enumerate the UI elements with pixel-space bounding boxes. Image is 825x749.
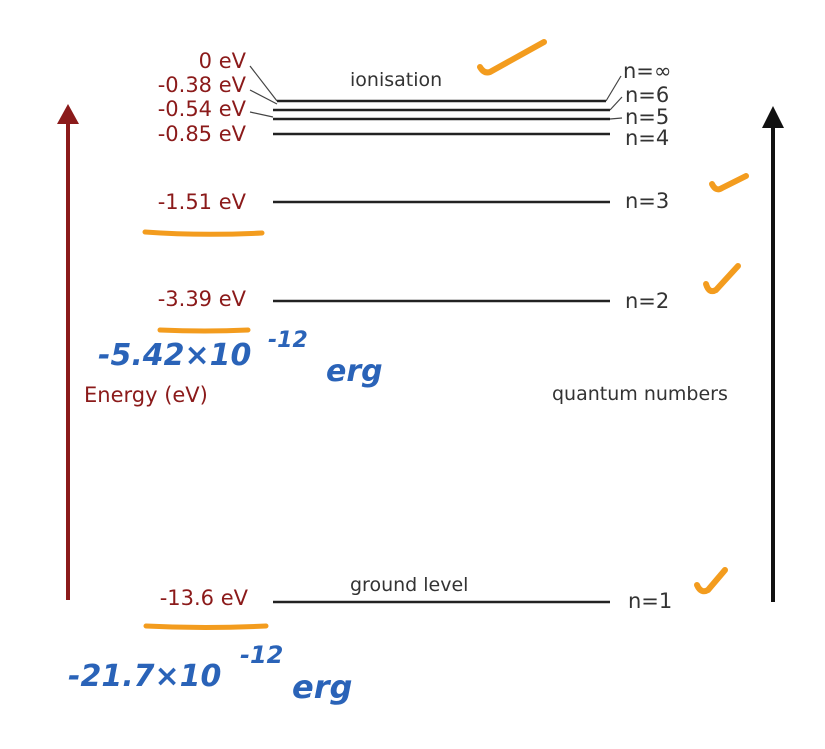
leader-right-ninf [605, 75, 622, 102]
underline-339 [157, 327, 251, 334]
leader-right-n6 [609, 96, 623, 111]
leader-left-0ev [249, 65, 278, 102]
n-label-1: n=1 [628, 589, 672, 613]
energy-label-038: -0.38 eV [158, 73, 247, 97]
ground-level-label: ground level [350, 574, 468, 596]
energy-labels: 0 eV -0.38 eV -0.54 eV -0.85 eV -1.51 eV… [158, 49, 249, 610]
handwriting-n2-erg: -5.42×10 -12 erg [98, 328, 383, 389]
n-label-6: n=6 [625, 83, 669, 107]
energy-label-136: -13.6 eV [160, 586, 249, 610]
n-label-5: n=5 [625, 105, 669, 129]
underline-151 [142, 229, 265, 237]
energy-axis-label: Energy (eV) [84, 383, 208, 407]
quantum-axis-arrow [762, 106, 784, 602]
check-mark-icon-n3 [709, 173, 749, 193]
leader-left-054ev [249, 111, 274, 118]
orange-underlines [142, 229, 269, 630]
n-label-4: n=4 [625, 126, 669, 150]
energy-label-151: -1.51 eV [158, 190, 247, 214]
energy-label-085: -0.85 eV [158, 122, 247, 146]
leader-right-n5 [609, 117, 623, 120]
leader-left-038ev [249, 89, 278, 105]
handwriting-n2-exponent: -12 [268, 328, 308, 353]
handwriting-n1-erg: -21.7×10 -12 erg [68, 641, 352, 706]
quantum-axis-label: quantum numbers [552, 383, 728, 405]
handwriting-n2-unit: erg [326, 354, 383, 389]
energy-label-054: -0.54 eV [158, 97, 247, 121]
orange-check-marks [477, 39, 749, 595]
energy-axis-arrow [57, 104, 79, 600]
underline-136 [143, 623, 269, 630]
check-mark-icon-ionisation [477, 39, 547, 76]
energy-label-339: -3.39 eV [158, 287, 247, 311]
check-mark-icon-n1 [694, 567, 728, 595]
energy-label-0: 0 eV [199, 49, 247, 73]
handwriting-n2-main: -5.42×10 [98, 338, 251, 373]
n-label-infinity: n=∞ [623, 59, 671, 83]
n-label-2: n=2 [625, 289, 669, 313]
check-mark-icon-n2 [703, 263, 741, 295]
ionisation-label: ionisation [350, 69, 442, 91]
n-label-3: n=3 [625, 189, 669, 213]
level-lines [273, 99, 610, 604]
handwriting-n1-main: -21.7×10 [68, 659, 221, 694]
leader-lines [249, 65, 623, 120]
handwriting-n1-unit: erg [292, 668, 352, 706]
quantum-labels: n=∞ n=6 n=5 n=4 n=3 n=2 n=1 [623, 59, 672, 613]
handwriting-n1-exponent: -12 [240, 641, 283, 669]
